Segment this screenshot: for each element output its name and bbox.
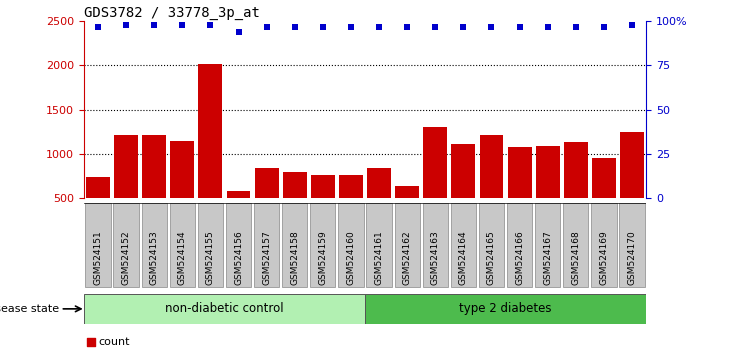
FancyBboxPatch shape	[254, 203, 280, 287]
Point	[458, 24, 469, 29]
FancyBboxPatch shape	[198, 203, 223, 287]
Text: disease state: disease state	[0, 304, 58, 314]
Bar	[199, 64, 223, 242]
FancyBboxPatch shape	[85, 203, 111, 287]
Point	[317, 24, 328, 29]
Point	[120, 22, 132, 28]
FancyBboxPatch shape	[423, 203, 448, 287]
Point	[289, 24, 301, 29]
Text: GSM524153: GSM524153	[150, 231, 158, 285]
FancyBboxPatch shape	[169, 203, 195, 287]
Point	[345, 24, 357, 29]
Point	[514, 24, 526, 29]
Text: GSM524166: GSM524166	[515, 231, 524, 285]
Bar	[507, 147, 531, 242]
Text: GSM524160: GSM524160	[347, 231, 356, 285]
Bar	[226, 191, 250, 242]
FancyBboxPatch shape	[450, 203, 476, 287]
Text: GSM524168: GSM524168	[572, 231, 580, 285]
Text: GSM524156: GSM524156	[234, 231, 243, 285]
FancyBboxPatch shape	[535, 203, 561, 287]
Bar	[142, 135, 166, 242]
Text: GSM524157: GSM524157	[262, 231, 271, 285]
Point	[261, 24, 272, 29]
Bar	[311, 175, 335, 242]
Point	[148, 22, 160, 28]
FancyBboxPatch shape	[619, 203, 645, 287]
Text: GSM524165: GSM524165	[487, 231, 496, 285]
Bar	[536, 146, 560, 242]
FancyBboxPatch shape	[113, 203, 139, 287]
Bar	[423, 127, 447, 242]
Point	[233, 29, 245, 35]
Bar	[255, 168, 279, 242]
FancyBboxPatch shape	[226, 203, 251, 287]
Text: type 2 diabetes: type 2 diabetes	[459, 302, 552, 315]
Text: GDS3782 / 33778_3p_at: GDS3782 / 33778_3p_at	[84, 6, 260, 20]
FancyBboxPatch shape	[563, 203, 588, 287]
Bar	[339, 175, 363, 242]
Point	[92, 24, 104, 29]
Bar	[283, 172, 307, 242]
Text: GSM524163: GSM524163	[431, 231, 439, 285]
Text: GSM524151: GSM524151	[93, 231, 102, 285]
Bar	[620, 132, 644, 242]
Text: GSM524164: GSM524164	[459, 231, 468, 285]
Bar	[592, 159, 616, 242]
Point	[485, 24, 497, 29]
Text: GSM524170: GSM524170	[628, 231, 637, 285]
Text: GSM524158: GSM524158	[291, 231, 299, 285]
Point	[204, 22, 216, 28]
Text: count: count	[98, 337, 129, 347]
FancyBboxPatch shape	[394, 203, 420, 287]
Point	[542, 24, 553, 29]
Bar	[114, 136, 138, 242]
Point	[598, 24, 610, 29]
Bar	[451, 144, 475, 242]
Text: GSM524152: GSM524152	[122, 231, 131, 285]
Point	[85, 339, 96, 345]
Point	[429, 24, 441, 29]
Point	[177, 22, 188, 28]
Bar	[86, 177, 110, 242]
Text: GSM524161: GSM524161	[374, 231, 383, 285]
FancyBboxPatch shape	[84, 294, 365, 324]
Point	[570, 24, 582, 29]
Text: GSM524167: GSM524167	[543, 231, 552, 285]
Text: GSM524169: GSM524169	[599, 231, 608, 285]
Text: non-diabetic control: non-diabetic control	[165, 302, 284, 315]
Point	[373, 24, 385, 29]
FancyBboxPatch shape	[507, 203, 532, 287]
FancyBboxPatch shape	[338, 203, 364, 287]
Bar	[564, 142, 588, 242]
Text: GSM524159: GSM524159	[318, 231, 327, 285]
Bar	[367, 168, 391, 242]
Bar	[480, 135, 504, 242]
Point	[402, 24, 413, 29]
Text: GSM524155: GSM524155	[206, 231, 215, 285]
Text: GSM524162: GSM524162	[403, 231, 412, 285]
FancyBboxPatch shape	[591, 203, 617, 287]
FancyBboxPatch shape	[366, 203, 392, 287]
Bar	[170, 141, 194, 242]
FancyBboxPatch shape	[282, 203, 307, 287]
FancyBboxPatch shape	[310, 203, 336, 287]
Bar	[395, 186, 419, 242]
Text: GSM524154: GSM524154	[178, 231, 187, 285]
FancyBboxPatch shape	[142, 203, 167, 287]
Point	[626, 22, 638, 28]
FancyBboxPatch shape	[365, 294, 646, 324]
FancyBboxPatch shape	[479, 203, 504, 287]
